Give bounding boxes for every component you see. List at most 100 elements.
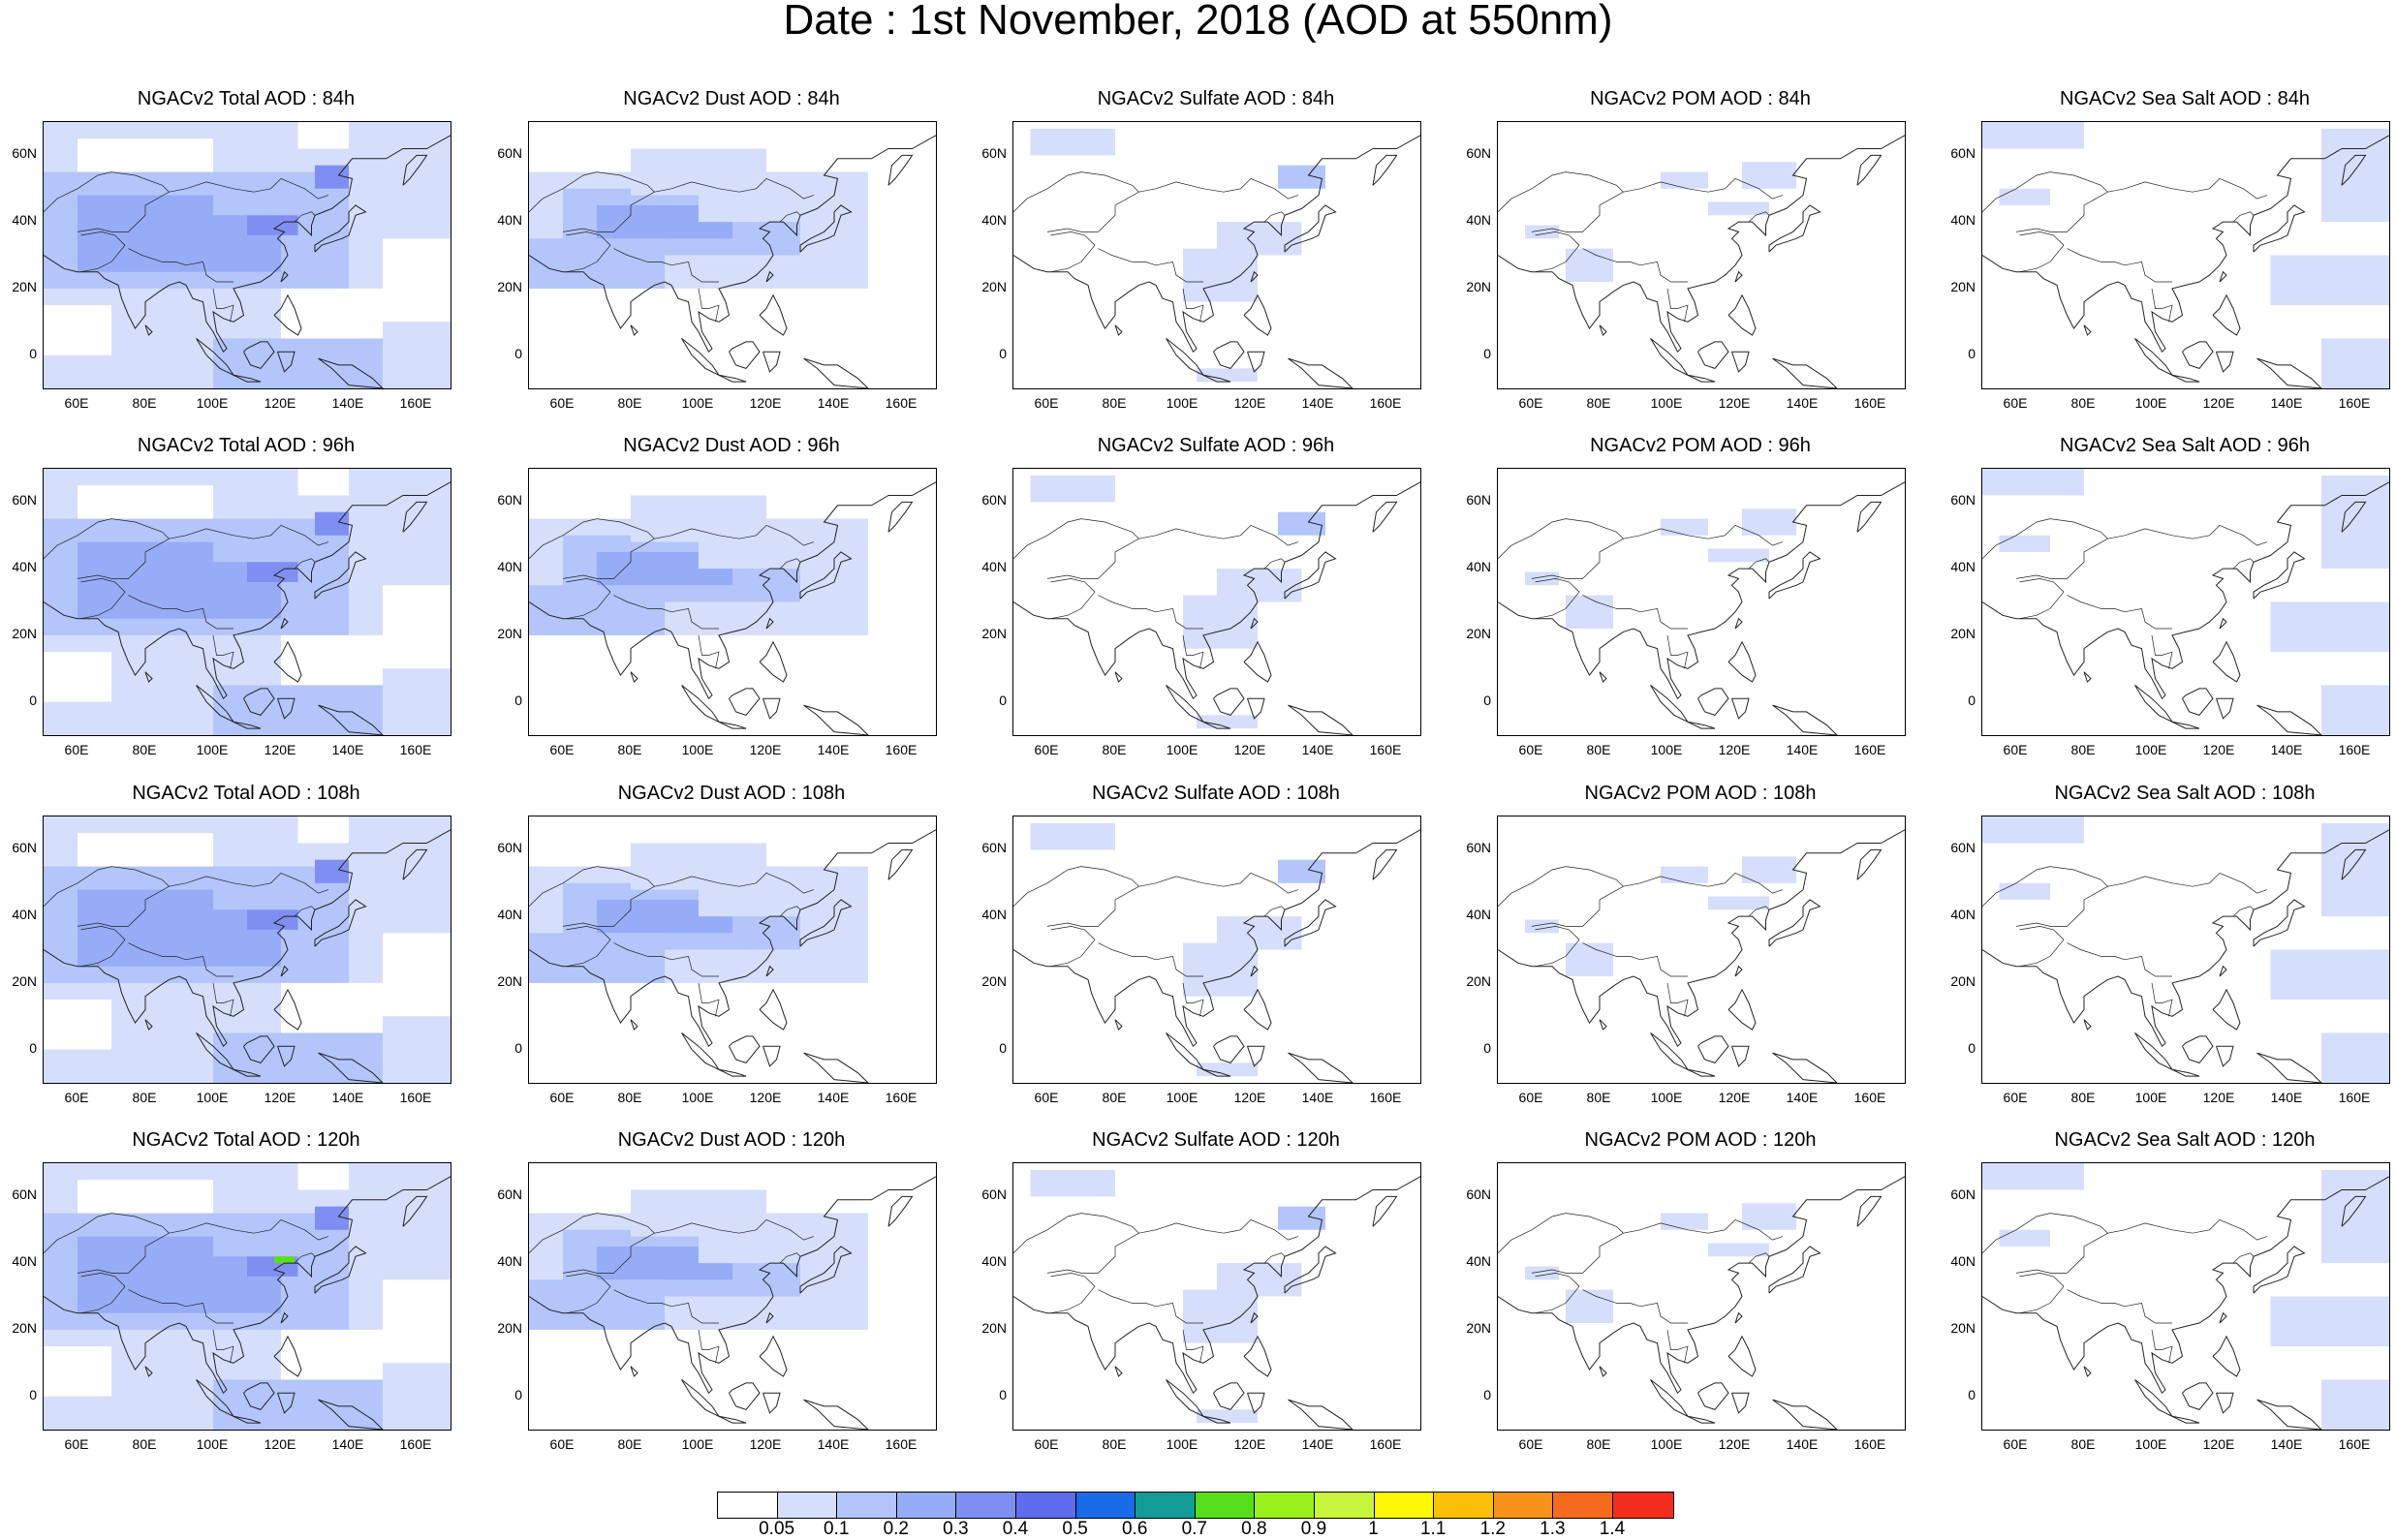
coastline xyxy=(529,829,936,1048)
coastline xyxy=(799,551,853,600)
colorbar-label: 0.1 xyxy=(823,1519,850,1539)
coastline xyxy=(1768,899,1821,947)
coastline xyxy=(718,374,747,383)
coastline xyxy=(1697,341,1729,369)
coastline xyxy=(277,351,296,373)
country-border xyxy=(2151,982,2173,1017)
coastline xyxy=(1213,341,1245,369)
lon-tick-label: 120E xyxy=(264,1436,296,1452)
lon-tick-label: 140E xyxy=(1301,742,1334,757)
panel-title: NGACv2 Dust AOD : 84h xyxy=(623,88,840,109)
map-frame xyxy=(1981,468,2390,736)
coastline xyxy=(1650,338,1690,377)
country-border xyxy=(1982,518,2108,560)
country-border xyxy=(566,578,611,620)
coastline xyxy=(1768,551,1821,600)
coastline xyxy=(144,1366,153,1377)
country-border xyxy=(698,634,720,669)
aod-field xyxy=(1708,896,1769,910)
coastline xyxy=(765,965,774,977)
coastline xyxy=(1213,1035,1245,1063)
lat-tick-label: 60N xyxy=(497,492,522,508)
aod-field xyxy=(1742,1203,1796,1230)
lat-tick-label: 0 xyxy=(29,1039,37,1056)
aod-field xyxy=(1982,122,2084,149)
coastline xyxy=(765,1311,774,1324)
lon-tick-label: 140E xyxy=(1786,742,1819,757)
coastline xyxy=(2256,1052,2322,1083)
coastline xyxy=(1250,965,1259,977)
map-frame xyxy=(43,468,451,736)
aod-field xyxy=(1183,1289,1258,1343)
country-border xyxy=(1666,982,1689,1017)
aod-field xyxy=(1708,548,1769,563)
coastline xyxy=(2212,640,2241,683)
country-border xyxy=(128,248,233,283)
aod-field xyxy=(274,1256,295,1264)
lat-tick-label: 20N xyxy=(1466,278,1491,294)
lon-tick-label: 140E xyxy=(817,1436,850,1452)
coastline xyxy=(799,204,853,253)
aod-field xyxy=(1183,942,1258,997)
coastline xyxy=(318,1399,384,1430)
colorbar-swatch xyxy=(1015,1493,1076,1518)
coastline xyxy=(1202,1068,1231,1077)
lat-tick-label: 60N xyxy=(1466,840,1491,856)
country-border xyxy=(1748,906,1770,917)
coastline xyxy=(1772,1052,1838,1083)
aod-field xyxy=(383,238,451,323)
country-border xyxy=(1582,1289,1688,1324)
map-frame xyxy=(1497,1162,1906,1431)
lat-tick-label: 60N xyxy=(981,492,1007,508)
coastline xyxy=(2341,848,2367,880)
coastline xyxy=(2134,1379,2174,1418)
panel-title: NGACv2 Sea Salt AOD : 84h xyxy=(2060,88,2310,109)
coastline xyxy=(280,617,289,630)
coastline xyxy=(1734,270,1743,283)
lon-tick-label: 120E xyxy=(1233,742,1266,757)
coastline xyxy=(1772,1399,1838,1430)
aod-field xyxy=(1030,128,1115,156)
country-border xyxy=(1050,231,1096,273)
lat-tick-label: 20N xyxy=(497,1319,522,1336)
lon-tick-label: 60E xyxy=(1518,1436,1543,1452)
lat-tick-label: 0 xyxy=(514,1039,522,1056)
colorbar-swatch xyxy=(837,1493,897,1518)
aod-field xyxy=(2270,1296,2389,1347)
aod-field xyxy=(213,1032,383,1083)
coastline xyxy=(1599,1366,1607,1377)
lat-tick-label: 40N xyxy=(497,559,522,575)
aod-field xyxy=(1217,1263,1302,1297)
lon-tick-label: 120E xyxy=(1718,1090,1751,1105)
map-canvas xyxy=(44,122,451,388)
lat-tick-label: 0 xyxy=(1968,692,1976,708)
aod-field xyxy=(1999,882,2050,900)
country-border xyxy=(566,926,611,968)
map-frame xyxy=(1981,1162,2390,1431)
country-border xyxy=(2019,231,2065,273)
lon-tick-label: 160E xyxy=(885,395,918,411)
lon-tick-label: 160E xyxy=(1369,395,1402,411)
country-border xyxy=(2232,1252,2255,1264)
map-canvas xyxy=(529,816,936,1083)
colorbar-swatch xyxy=(1195,1493,1256,1518)
lon-tick-label: 120E xyxy=(1718,395,1751,411)
aod-field xyxy=(1661,1213,1708,1230)
aod-field xyxy=(1197,1063,1258,1077)
aod-field xyxy=(78,139,213,172)
aod-field xyxy=(1278,1206,1325,1230)
country-border xyxy=(44,171,170,213)
lat-tick-label: 20N xyxy=(981,625,1007,641)
lat-tick-label: 60N xyxy=(981,840,1007,856)
country-border xyxy=(529,518,655,560)
coastline xyxy=(1650,1379,1690,1418)
coastline xyxy=(1687,721,1716,729)
country-border xyxy=(613,595,719,630)
lat-tick-label: 20N xyxy=(497,972,522,989)
lon-tick-label: 80E xyxy=(1102,1436,1127,1452)
lat-tick-label: 20N xyxy=(1950,625,1976,641)
coastline xyxy=(1202,1415,1231,1424)
coastline xyxy=(1250,270,1259,283)
map-canvas xyxy=(1982,122,2389,388)
aod-field xyxy=(1566,595,1613,629)
